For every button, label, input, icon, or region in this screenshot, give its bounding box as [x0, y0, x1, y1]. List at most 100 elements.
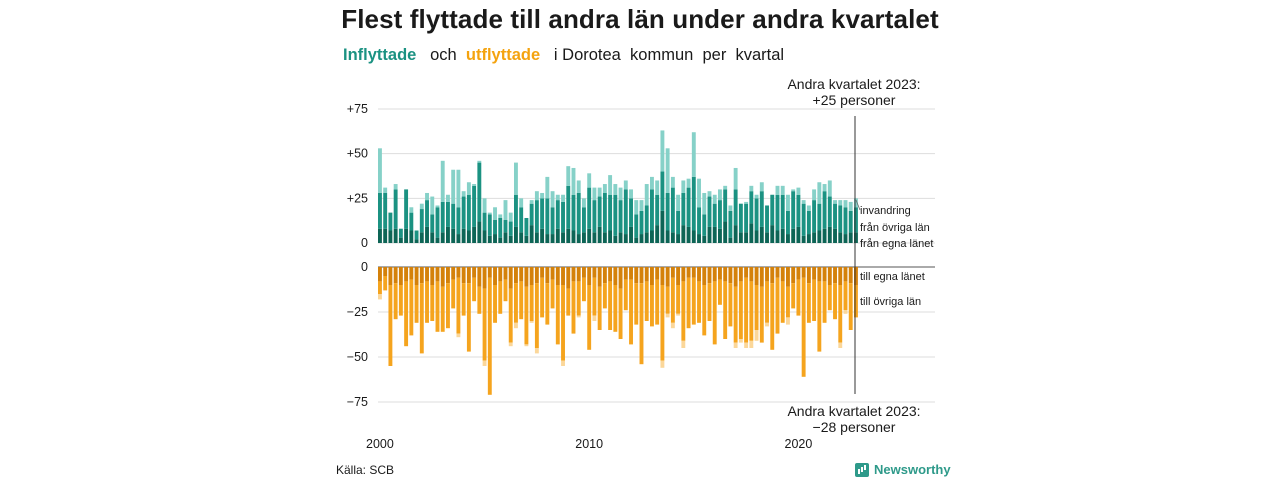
bar-inflow [744, 201, 749, 204]
bar-inflow [786, 234, 790, 243]
bar-inflow [393, 184, 398, 190]
bar-inflow [608, 194, 613, 231]
bar-outflow [801, 267, 806, 278]
bar-outflow [451, 267, 456, 280]
bar-outflow [388, 285, 393, 366]
bar-outflow [388, 267, 393, 285]
bar-inflow [623, 180, 628, 190]
bar-outflow [806, 267, 811, 284]
bar-outflow [414, 267, 419, 285]
bar-outflow [608, 267, 613, 282]
bar-inflow [655, 194, 660, 226]
bar-outflow [817, 281, 822, 352]
bar-outflow [425, 267, 429, 282]
bar-inflow [409, 207, 414, 213]
bar-inflow [534, 232, 539, 243]
bar-inflow [451, 203, 456, 229]
bar-outflow [665, 313, 670, 318]
bar-inflow [812, 189, 817, 201]
bar-inflow [660, 210, 665, 243]
bar-outflow [540, 267, 545, 278]
bar-outflow [482, 267, 487, 289]
bar-inflow [718, 189, 722, 201]
bar-outflow [796, 279, 801, 316]
bar-inflow [806, 234, 811, 243]
bar-outflow [676, 267, 681, 285]
bar-inflow [404, 189, 409, 229]
bar-outflow [670, 322, 675, 329]
bar-outflow [582, 277, 586, 302]
bar-outflow [759, 267, 764, 287]
bar-outflow [529, 321, 534, 323]
inflow-series-label: från övriga län [860, 222, 930, 234]
bar-inflow [681, 225, 686, 243]
bar-outflow [524, 267, 529, 287]
bar-inflow [838, 200, 843, 206]
bar-inflow [618, 232, 623, 243]
bar-outflow [822, 267, 827, 282]
bar-inflow [597, 196, 602, 227]
bar-outflow [602, 267, 607, 284]
bar-outflow [461, 267, 466, 284]
bar-outflow [691, 267, 696, 278]
y-tick-label: −75 [347, 395, 368, 409]
bar-inflow [754, 230, 759, 243]
bar-outflow [393, 267, 398, 284]
bar-inflow [383, 187, 388, 193]
bar-inflow [702, 192, 707, 215]
bar-outflow [508, 288, 513, 343]
bar-inflow [728, 210, 733, 238]
bar-inflow [796, 226, 801, 243]
bar-inflow [409, 212, 414, 231]
bar-inflow [817, 230, 822, 243]
subtitle-outflow-label: utflyttade [465, 46, 541, 64]
bar-inflow [650, 176, 654, 190]
bar-inflow [383, 192, 388, 229]
bar-inflow [550, 234, 555, 243]
bar-outflow [419, 267, 424, 284]
bar-inflow [393, 189, 398, 229]
bar-outflow [650, 285, 654, 327]
bar-outflow [587, 285, 592, 350]
bar-inflow [765, 205, 769, 233]
bar-inflow [576, 192, 581, 235]
bar-inflow [796, 194, 801, 227]
bar-inflow [775, 230, 780, 243]
bar-inflow [848, 210, 853, 233]
bar-inflow [404, 228, 409, 243]
bar-inflow [456, 234, 461, 243]
bar-outflow [629, 267, 633, 280]
bar-inflow [786, 194, 790, 211]
bar-outflow [613, 285, 618, 332]
bar-inflow [440, 160, 445, 202]
bar-inflow [644, 232, 649, 243]
bar-inflow [545, 198, 550, 235]
bar-outflow [697, 281, 701, 323]
subtitle-inflow-label: Inflyttade [343, 46, 417, 64]
bar-inflow [812, 232, 817, 243]
bar-inflow [618, 200, 623, 233]
bar-inflow [576, 234, 581, 243]
bar-outflow [817, 267, 822, 282]
inflow-series-label: från egna länet [860, 238, 933, 250]
bar-outflow [493, 267, 497, 285]
y-tick-label: +75 [347, 102, 368, 116]
bar-inflow [759, 226, 764, 243]
bar-outflow [623, 267, 628, 280]
bar-outflow [676, 285, 681, 314]
bar-outflow [796, 267, 801, 280]
bar-inflow [398, 237, 403, 243]
bar-inflow [419, 232, 424, 243]
brand-logo[interactable]: Newsworthy [855, 462, 951, 477]
y-tick-label: 0 [361, 236, 368, 250]
bar-outflow [702, 285, 707, 336]
bar-outflow [754, 267, 759, 285]
bar-inflow [482, 198, 487, 213]
bar-outflow [446, 283, 450, 329]
bar-outflow [681, 267, 686, 282]
bar-outflow [749, 267, 754, 282]
bar-inflow [388, 230, 393, 243]
bar-outflow [770, 283, 775, 350]
bar-outflow [629, 279, 633, 345]
